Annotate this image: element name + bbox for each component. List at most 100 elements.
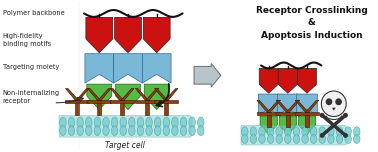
Polygon shape bbox=[116, 84, 141, 110]
Ellipse shape bbox=[285, 135, 291, 143]
Polygon shape bbox=[87, 88, 101, 101]
Bar bbox=[286, 112, 290, 127]
FancyBboxPatch shape bbox=[241, 125, 346, 145]
Polygon shape bbox=[298, 116, 316, 135]
Ellipse shape bbox=[242, 127, 248, 136]
Ellipse shape bbox=[259, 135, 265, 143]
Bar bbox=[87, 100, 111, 104]
Circle shape bbox=[335, 98, 342, 105]
Ellipse shape bbox=[155, 126, 161, 136]
Circle shape bbox=[320, 113, 324, 118]
Polygon shape bbox=[135, 88, 149, 101]
Polygon shape bbox=[115, 17, 141, 53]
Text: Non-internalizing
receptor: Non-internalizing receptor bbox=[3, 90, 60, 104]
Ellipse shape bbox=[180, 126, 187, 136]
Polygon shape bbox=[97, 88, 111, 101]
Ellipse shape bbox=[319, 127, 325, 136]
Ellipse shape bbox=[172, 126, 178, 136]
Ellipse shape bbox=[163, 117, 170, 128]
Polygon shape bbox=[144, 84, 169, 110]
FancyArrow shape bbox=[194, 64, 221, 87]
Ellipse shape bbox=[137, 117, 144, 128]
Polygon shape bbox=[279, 116, 296, 135]
Ellipse shape bbox=[163, 126, 170, 136]
Text: Target cell: Target cell bbox=[105, 142, 145, 150]
Circle shape bbox=[320, 133, 324, 138]
Polygon shape bbox=[145, 88, 159, 101]
Ellipse shape bbox=[68, 117, 75, 128]
Ellipse shape bbox=[129, 117, 135, 128]
Ellipse shape bbox=[189, 117, 195, 128]
Ellipse shape bbox=[293, 127, 300, 136]
Ellipse shape bbox=[146, 126, 152, 136]
Ellipse shape bbox=[60, 117, 66, 128]
Ellipse shape bbox=[85, 117, 92, 128]
Ellipse shape bbox=[197, 126, 204, 136]
Bar bbox=[120, 100, 124, 115]
Polygon shape bbox=[297, 68, 316, 93]
Ellipse shape bbox=[85, 126, 92, 136]
Polygon shape bbox=[85, 54, 114, 83]
Polygon shape bbox=[114, 54, 143, 83]
Ellipse shape bbox=[137, 126, 144, 136]
Polygon shape bbox=[259, 94, 279, 115]
Polygon shape bbox=[143, 17, 170, 53]
FancyBboxPatch shape bbox=[59, 116, 191, 137]
Ellipse shape bbox=[336, 127, 343, 136]
Ellipse shape bbox=[68, 126, 75, 136]
Bar bbox=[145, 100, 149, 115]
Polygon shape bbox=[86, 17, 113, 53]
Ellipse shape bbox=[310, 135, 317, 143]
Polygon shape bbox=[266, 100, 280, 113]
Polygon shape bbox=[332, 108, 336, 111]
Polygon shape bbox=[164, 88, 178, 101]
Polygon shape bbox=[297, 94, 317, 115]
Text: Polymer backbone: Polymer backbone bbox=[3, 10, 64, 16]
Polygon shape bbox=[286, 100, 300, 113]
Ellipse shape bbox=[94, 117, 101, 128]
Circle shape bbox=[343, 133, 348, 138]
Polygon shape bbox=[155, 88, 168, 101]
Ellipse shape bbox=[197, 117, 204, 128]
Polygon shape bbox=[65, 88, 79, 101]
Ellipse shape bbox=[293, 135, 300, 143]
Bar bbox=[276, 112, 300, 115]
Ellipse shape bbox=[180, 117, 187, 128]
Text: Targeting moiety: Targeting moiety bbox=[3, 64, 59, 70]
Bar bbox=[295, 112, 319, 115]
Polygon shape bbox=[110, 88, 124, 101]
Polygon shape bbox=[120, 88, 134, 101]
Ellipse shape bbox=[77, 117, 84, 128]
Ellipse shape bbox=[302, 135, 308, 143]
Polygon shape bbox=[87, 84, 112, 110]
Polygon shape bbox=[276, 100, 290, 113]
Polygon shape bbox=[305, 100, 319, 113]
Ellipse shape bbox=[103, 126, 109, 136]
Bar bbox=[266, 112, 271, 127]
Ellipse shape bbox=[336, 135, 343, 143]
Ellipse shape bbox=[129, 126, 135, 136]
Ellipse shape bbox=[328, 127, 334, 136]
Ellipse shape bbox=[155, 117, 161, 128]
Polygon shape bbox=[143, 54, 171, 83]
Ellipse shape bbox=[267, 127, 274, 136]
Bar bbox=[75, 100, 79, 115]
Polygon shape bbox=[75, 88, 89, 101]
Ellipse shape bbox=[310, 127, 317, 136]
Circle shape bbox=[321, 91, 346, 117]
Polygon shape bbox=[259, 68, 278, 93]
Ellipse shape bbox=[94, 126, 101, 136]
Bar bbox=[305, 112, 309, 127]
Ellipse shape bbox=[328, 135, 334, 143]
Circle shape bbox=[343, 113, 348, 118]
Ellipse shape bbox=[103, 117, 109, 128]
Ellipse shape bbox=[250, 127, 257, 136]
Bar bbox=[65, 100, 89, 104]
Ellipse shape bbox=[353, 127, 360, 136]
Ellipse shape bbox=[345, 135, 352, 143]
Ellipse shape bbox=[120, 117, 127, 128]
Text: High-fidelity
binding motifs: High-fidelity binding motifs bbox=[3, 33, 51, 47]
Ellipse shape bbox=[353, 135, 360, 143]
Ellipse shape bbox=[267, 135, 274, 143]
Ellipse shape bbox=[285, 127, 291, 136]
